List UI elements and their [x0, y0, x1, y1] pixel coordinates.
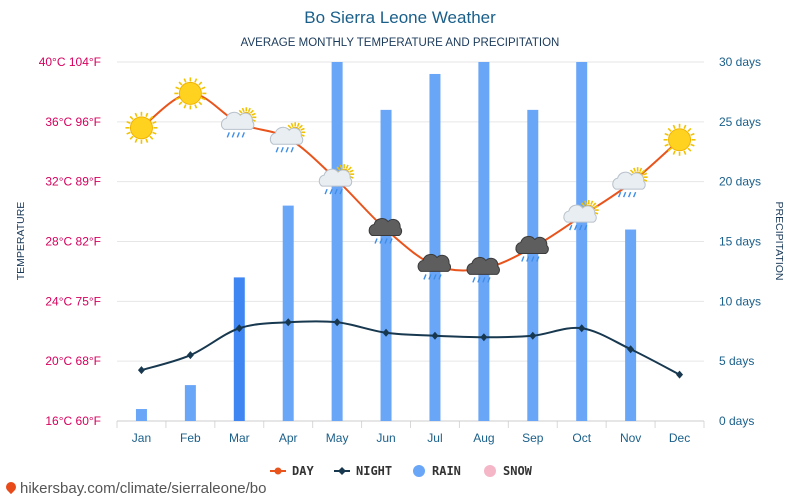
- location-pin-icon: [3, 479, 19, 495]
- x-tick-label-jun: Jun: [376, 431, 395, 445]
- rain-bar-nov: [625, 229, 637, 421]
- legend-label-night: NIGHT: [356, 464, 392, 478]
- night-point-sep: [529, 331, 537, 340]
- sun-icon: [174, 77, 207, 110]
- rain-bar-sep: [527, 109, 539, 421]
- sun-icon: [125, 111, 158, 144]
- legend-label-snow: SNOW: [503, 464, 533, 478]
- night-point-jul: [431, 331, 439, 340]
- axes: 16°C 60°F 20°C 68°F 24°C 75°F 28°C 82°F 32°C…: [39, 55, 761, 445]
- footer-text: hikersbay.com/climate/sierraleone/bo: [20, 480, 267, 497]
- rain-bar-jul: [429, 73, 441, 421]
- night-point-aug: [480, 333, 488, 342]
- legend-item-snow[interactable]: SNOW: [484, 464, 533, 478]
- footer-link[interactable]: hikersbay.com/climate/sierraleone/bo: [3, 479, 267, 497]
- y-left-tick-label: 28°C 82°F: [45, 235, 101, 249]
- night-point-jan: [137, 366, 145, 375]
- rain-bar-may: [331, 62, 343, 421]
- x-tick-label-apr: Apr: [279, 431, 298, 445]
- x-tick-label-may: May: [326, 431, 349, 445]
- x-tick-label-nov: Nov: [620, 431, 641, 445]
- x-tick-label-jan: Jan: [132, 431, 151, 445]
- night-point-apr: [284, 318, 292, 327]
- y-left-tick-label: 24°C 75°F: [45, 294, 101, 308]
- rain-bar-apr: [282, 205, 294, 421]
- weather-icons: [125, 77, 696, 283]
- rain-bars: [135, 62, 637, 421]
- y-right-tick-label: 10 days: [719, 294, 761, 308]
- legend[interactable]: DAY NIGHT RAIN SNOW: [270, 464, 533, 478]
- partly-cloudy-rain-icon: [318, 164, 355, 195]
- rain-bar-oct: [576, 62, 588, 421]
- night-point-feb: [186, 351, 194, 360]
- legend-label-rain: RAIN: [432, 464, 461, 478]
- night-point-mar: [235, 324, 243, 333]
- legend-label-day: DAY: [292, 464, 314, 478]
- partly-cloudy-rain-icon: [220, 107, 257, 138]
- y-left-tick-label: 40°C 104°F: [39, 55, 101, 69]
- y-left-tick-label: 32°C 89°F: [45, 175, 101, 189]
- rain-bar-mar: [233, 277, 245, 421]
- x-tick-label-jul: Jul: [427, 431, 442, 445]
- x-tick-label-feb: Feb: [180, 431, 201, 445]
- night-point-dec: [676, 370, 684, 379]
- rain-bar-feb: [184, 385, 196, 421]
- y-right-tick-label: 0 days: [719, 414, 754, 428]
- day-series: [138, 90, 683, 272]
- chart-title: Bo Sierra Leone Weather: [304, 8, 496, 27]
- storm-cloud-rain-icon: [368, 218, 403, 244]
- y-left-tick-label: 16°C 60°F: [45, 414, 101, 428]
- legend-item-rain[interactable]: RAIN: [413, 464, 461, 478]
- sun-icon: [663, 123, 696, 156]
- rain-bar-jan: [135, 409, 147, 421]
- rain-bar-jun: [380, 109, 392, 421]
- x-tick-label-dec: Dec: [669, 431, 690, 445]
- x-tick-label-mar: Mar: [229, 431, 250, 445]
- y-right-tick-label: 25 days: [719, 115, 761, 129]
- partly-cloudy-rain-icon: [612, 167, 648, 198]
- night-line: [141, 320, 681, 376]
- night-point-may: [333, 318, 341, 327]
- night-point-nov: [627, 345, 635, 354]
- legend-item-night[interactable]: NIGHT: [334, 464, 392, 478]
- grid: [116, 61, 705, 428]
- storm-cloud-rain-icon: [466, 256, 500, 283]
- y-right-tick-label: 20 days: [719, 175, 761, 189]
- y-right-tick-label: 5 days: [719, 354, 754, 368]
- x-tick-label-oct: Oct: [572, 431, 591, 445]
- storm-cloud-rain-icon: [515, 235, 549, 262]
- rain-bar-aug: [478, 62, 490, 421]
- night-point-jun: [382, 328, 390, 337]
- y-axis-left-label: TEMPERATURE: [15, 202, 27, 281]
- partly-cloudy-rain-icon: [563, 200, 599, 231]
- storm-cloud-rain-icon: [417, 253, 451, 280]
- y-right-tick-label: 15 days: [719, 235, 761, 249]
- y-left-tick-label: 20°C 68°F: [45, 354, 101, 368]
- partly-cloudy-rain-icon: [269, 122, 306, 153]
- y-axis-right-label: PRECIPITATION: [773, 202, 785, 281]
- y-right-tick-label: 30 days: [719, 55, 761, 69]
- night-point-oct: [578, 324, 586, 333]
- chart-subtitle: AVERAGE MONTHLY TEMPERATURE AND PRECIPIT…: [241, 37, 560, 49]
- legend-item-day[interactable]: DAY: [270, 464, 314, 478]
- night-series: [137, 318, 684, 379]
- x-tick-label-aug: Aug: [473, 431, 494, 445]
- y-left-tick-label: 36°C 96°F: [45, 115, 101, 129]
- x-tick-label-sep: Sep: [522, 431, 544, 445]
